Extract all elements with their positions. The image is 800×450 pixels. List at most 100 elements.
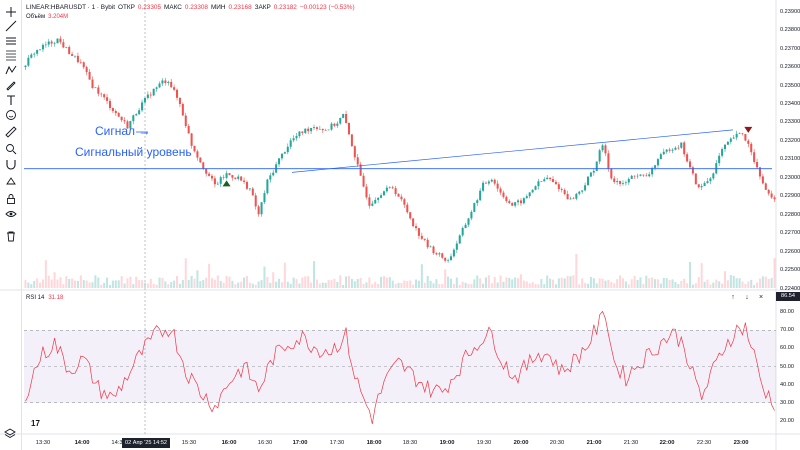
symbol-name[interactable]: LINEAR:HBARUSDT · 1 · Bybit xyxy=(26,4,116,11)
candle-body xyxy=(167,81,170,83)
volume-bar xyxy=(455,277,458,288)
volume-bar xyxy=(248,282,251,288)
volume-bar xyxy=(621,278,624,288)
time-tick-label: 16:30 xyxy=(257,440,273,446)
candle-body xyxy=(726,141,729,145)
candle-body xyxy=(592,170,595,173)
candle-body xyxy=(656,159,659,166)
layers-icon[interactable] xyxy=(4,428,16,440)
volume-bar xyxy=(519,274,522,288)
lock-tool-button[interactable] xyxy=(3,192,19,206)
volume-bar xyxy=(135,276,138,288)
volume-bar xyxy=(697,277,700,288)
candle-body xyxy=(394,188,397,194)
volume-bar xyxy=(210,278,214,288)
volume-bar xyxy=(543,284,546,288)
price-tick-label: 0.23600 xyxy=(780,64,800,71)
trend-line-tool-button[interactable] xyxy=(3,19,19,33)
trash-tool-button[interactable] xyxy=(3,229,19,243)
volume-bar xyxy=(193,278,196,288)
candle-body xyxy=(697,184,700,188)
zoom-tool-button[interactable] xyxy=(3,142,19,156)
volume-bar xyxy=(65,276,68,288)
time-tick-label: 21:00 xyxy=(586,440,602,446)
volume-bar xyxy=(24,280,27,288)
candle-body xyxy=(202,162,205,169)
signal-level-annotation[interactable]: Сигнальный уровень xyxy=(75,145,192,159)
candle-body xyxy=(496,183,499,189)
candle-body xyxy=(222,177,225,178)
tradingview-logo[interactable]: 17 xyxy=(31,419,40,428)
crosshair-tool-button[interactable] xyxy=(3,5,19,19)
volume-bar xyxy=(712,282,715,288)
candle-body xyxy=(543,179,546,182)
candle-body xyxy=(321,128,324,131)
volume-bar xyxy=(645,275,648,288)
volume-bar xyxy=(138,280,141,288)
price-tick-label: 0.22900 xyxy=(780,193,800,200)
move-pane-up-button[interactable]: ↑ xyxy=(731,294,735,301)
volume-bar xyxy=(39,282,42,288)
volume-bar xyxy=(374,281,377,288)
volume-bar xyxy=(347,275,351,288)
eye-tool-button[interactable] xyxy=(3,207,19,221)
candle-body xyxy=(694,173,697,185)
candle-body xyxy=(205,168,208,174)
candle-body xyxy=(391,187,394,189)
candle-body xyxy=(499,188,502,193)
candle-body xyxy=(141,102,144,111)
volume-bar xyxy=(260,280,263,288)
candle-body xyxy=(586,176,590,186)
candle-body xyxy=(546,177,549,180)
candle-body xyxy=(149,94,152,96)
volume-bar xyxy=(50,279,53,288)
open-value: 0.23305 xyxy=(137,4,162,11)
candle-body xyxy=(487,181,490,184)
candle-body xyxy=(706,181,709,184)
lock-drawings-tool-button[interactable] xyxy=(3,174,19,188)
candle-body xyxy=(135,114,138,116)
volume-bar xyxy=(415,279,418,288)
candle-body xyxy=(312,127,316,128)
rsi-name[interactable]: RSI 14 xyxy=(26,295,45,301)
pattern-tool-button[interactable] xyxy=(3,63,19,77)
text-tool-button[interactable] xyxy=(3,93,19,107)
volume-bar xyxy=(549,278,552,288)
candle-body xyxy=(540,181,543,182)
brush-tool-button[interactable] xyxy=(3,78,19,92)
time-tick-label: 17:00 xyxy=(292,440,308,446)
horizontal-lines-tool-button[interactable] xyxy=(3,34,19,48)
volume-bar xyxy=(330,280,333,288)
candle-body xyxy=(522,198,525,204)
volume-bar xyxy=(601,278,604,288)
volume-bar xyxy=(496,282,499,288)
close-pane-button[interactable]: × xyxy=(758,294,764,301)
volume-bar xyxy=(412,284,415,288)
candle-body xyxy=(155,87,158,89)
volume-bar xyxy=(76,280,79,288)
time-tick-label: 20:00 xyxy=(513,440,529,446)
time-tick-label: 22:00 xyxy=(659,440,675,446)
candle-body xyxy=(552,179,555,182)
volume-bar xyxy=(377,283,380,288)
ruler-tool-button[interactable] xyxy=(3,125,19,139)
candle-body xyxy=(630,175,633,179)
candle-body xyxy=(213,178,216,185)
fib-tool-button[interactable] xyxy=(3,48,19,62)
volume-bar xyxy=(196,270,199,288)
candle-body xyxy=(432,246,435,254)
emoji-tool-button[interactable] xyxy=(3,108,19,122)
magnet-tool-button[interactable] xyxy=(3,157,19,171)
volume-bar xyxy=(342,284,345,288)
candle-body xyxy=(633,175,636,177)
change-value: −0.00123 (−0.53%) xyxy=(299,4,355,11)
move-pane-down-button[interactable]: ↓ xyxy=(745,294,749,301)
volume-bar xyxy=(630,279,633,288)
volume-bar xyxy=(662,277,665,288)
signal-annotation[interactable]: Сигнал → xyxy=(95,124,151,138)
candle-body xyxy=(578,191,581,194)
time-tick-label: 13:30 xyxy=(35,440,51,446)
candle-body xyxy=(677,147,680,149)
candle-body xyxy=(438,253,441,255)
